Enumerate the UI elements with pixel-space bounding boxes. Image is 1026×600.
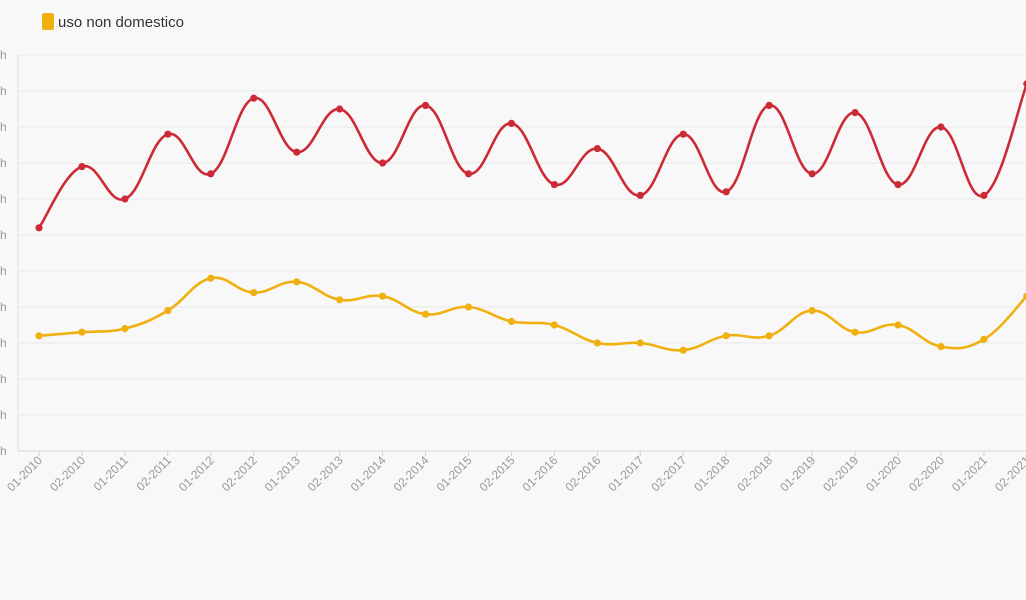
data-point[interactable] bbox=[550, 181, 559, 189]
y-tick-label: h bbox=[0, 336, 7, 350]
data-point[interactable] bbox=[207, 170, 215, 178]
data-point[interactable] bbox=[35, 332, 43, 340]
data-point[interactable] bbox=[293, 278, 301, 286]
data-point[interactable] bbox=[464, 170, 473, 178]
data-point[interactable] bbox=[980, 191, 988, 199]
series-layer bbox=[35, 80, 1026, 354]
data-point[interactable] bbox=[421, 310, 430, 318]
y-tick-label: h bbox=[0, 192, 7, 206]
data-point[interactable] bbox=[464, 303, 473, 311]
y-tick-label: h bbox=[0, 228, 7, 242]
x-tick-label: 02-2018 bbox=[734, 453, 775, 494]
data-point[interactable] bbox=[35, 224, 43, 232]
data-point[interactable] bbox=[851, 328, 859, 336]
x-tick-label: 01-2017 bbox=[605, 453, 646, 494]
data-point[interactable] bbox=[78, 163, 86, 171]
legend-swatch bbox=[42, 13, 54, 30]
data-point[interactable] bbox=[765, 332, 773, 340]
x-tick-label: 01-2010 bbox=[4, 453, 45, 494]
y-tick-label: h bbox=[0, 444, 7, 458]
data-point[interactable] bbox=[293, 148, 301, 156]
data-point[interactable] bbox=[679, 130, 687, 138]
data-point[interactable] bbox=[765, 101, 773, 109]
data-point[interactable] bbox=[421, 101, 430, 109]
y-tick-label: h bbox=[0, 372, 7, 386]
x-tick-label: 01-2021 bbox=[949, 453, 990, 494]
x-tick-label: 02-2021 bbox=[992, 453, 1026, 494]
x-tick-label: 02-2016 bbox=[562, 453, 603, 494]
data-point[interactable] bbox=[722, 332, 730, 340]
data-point[interactable] bbox=[851, 109, 859, 117]
x-tick-label: 01-2020 bbox=[863, 453, 904, 494]
y-tick-label: h bbox=[0, 300, 7, 314]
x-tick-label: 01-2015 bbox=[434, 453, 475, 494]
data-point[interactable] bbox=[593, 145, 601, 153]
data-point[interactable] bbox=[78, 328, 86, 336]
data-point[interactable] bbox=[164, 130, 172, 138]
x-tick-label: 02-2013 bbox=[305, 453, 346, 494]
y-tick-label: h bbox=[0, 120, 7, 134]
series-non-domestico bbox=[35, 274, 1026, 354]
data-point[interactable] bbox=[121, 195, 129, 203]
data-point[interactable] bbox=[722, 188, 730, 196]
data-point[interactable] bbox=[379, 292, 387, 300]
data-point[interactable] bbox=[593, 339, 601, 347]
data-point[interactable] bbox=[336, 296, 344, 304]
x-tick-label: 01-2013 bbox=[262, 453, 303, 494]
y-tick-label: h bbox=[0, 84, 7, 98]
data-point[interactable] bbox=[507, 119, 516, 127]
x-tick-label: 01-2016 bbox=[519, 453, 560, 494]
x-tick-label: 02-2020 bbox=[906, 453, 947, 494]
legend-item[interactable]: uso non domestico bbox=[42, 13, 184, 31]
series-line bbox=[37, 82, 1026, 230]
x-tick-label: 01-2018 bbox=[691, 453, 732, 494]
data-point[interactable] bbox=[507, 317, 516, 325]
data-point[interactable] bbox=[121, 325, 129, 333]
legend-label: uso non domestico bbox=[58, 14, 184, 31]
y-tick-label: h bbox=[0, 264, 7, 278]
data-point[interactable] bbox=[250, 94, 258, 102]
x-tick-label: 02-2012 bbox=[219, 453, 260, 494]
x-tick-label: 01-2011 bbox=[91, 453, 132, 494]
data-point[interactable] bbox=[1023, 292, 1026, 300]
y-tick-label: h bbox=[0, 156, 7, 170]
data-point[interactable] bbox=[207, 274, 215, 282]
data-point[interactable] bbox=[379, 159, 387, 167]
x-tick-label: 02-2019 bbox=[820, 453, 861, 494]
data-point[interactable] bbox=[894, 181, 902, 189]
y-tick-label: h bbox=[0, 408, 7, 422]
x-tick-label: 02-2011 bbox=[134, 453, 175, 494]
data-point[interactable] bbox=[679, 346, 687, 354]
x-tick-label: 01-2014 bbox=[348, 453, 389, 494]
x-tick-label: 02-2014 bbox=[391, 453, 432, 494]
data-point[interactable] bbox=[164, 307, 172, 315]
series-domestico bbox=[35, 80, 1026, 232]
data-point[interactable] bbox=[980, 335, 988, 343]
data-point[interactable] bbox=[636, 191, 644, 199]
series-line bbox=[37, 276, 1026, 352]
data-point[interactable] bbox=[250, 289, 258, 297]
legend[interactable]: esticouso non domestico bbox=[0, 13, 184, 31]
x-tick-label: 02-2017 bbox=[648, 453, 689, 494]
grid-layer bbox=[17, 54, 1026, 452]
x-tick-label: 02-2015 bbox=[477, 453, 518, 494]
data-point[interactable] bbox=[894, 321, 902, 329]
x-tick-label: 01-2012 bbox=[176, 453, 217, 494]
y-tick-label: h bbox=[0, 48, 7, 62]
data-point[interactable] bbox=[550, 321, 559, 329]
data-point[interactable] bbox=[1023, 80, 1026, 88]
x-tick-label: 01-2019 bbox=[777, 453, 818, 494]
data-point[interactable] bbox=[937, 343, 945, 351]
x-tick-label: 02-2010 bbox=[47, 453, 88, 494]
data-point[interactable] bbox=[808, 307, 816, 315]
data-point[interactable] bbox=[336, 105, 344, 113]
data-point[interactable] bbox=[808, 170, 816, 178]
data-point[interactable] bbox=[636, 339, 644, 347]
data-point[interactable] bbox=[937, 123, 945, 131]
